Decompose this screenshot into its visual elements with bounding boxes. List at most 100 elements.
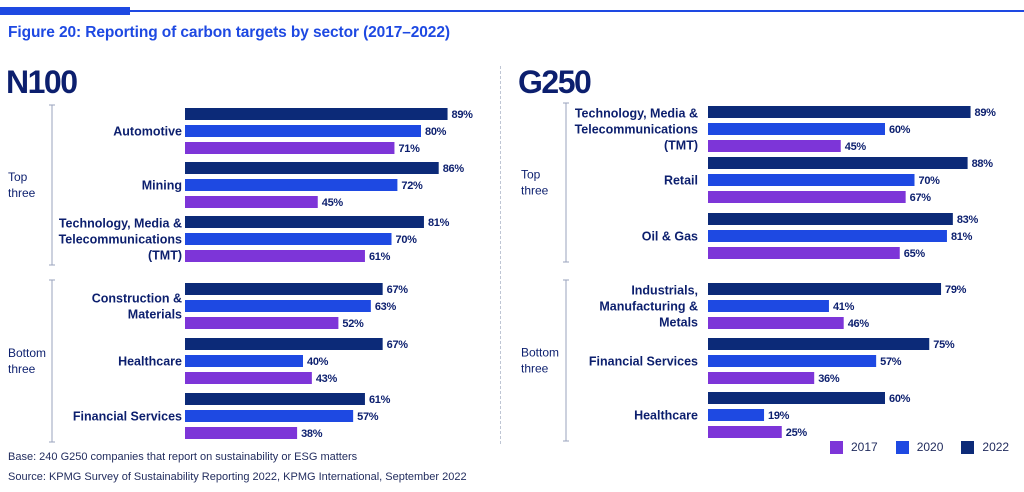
- n100-category-label-automotive: Automotive: [113, 125, 182, 139]
- g250-value-label-retail-2020: 70%: [919, 175, 941, 187]
- g250-bar-healthcare-2017: [708, 426, 782, 438]
- g250-category-label-retail: Retail: [664, 174, 698, 188]
- g250-bar-technology-media-telecommunications-tmt-2017: [708, 140, 841, 152]
- n100-value-label-healthcare-2017: 43%: [316, 373, 338, 385]
- n100-bar-mining-2020: [185, 179, 398, 191]
- n100-value-label-mining-2017: 45%: [322, 197, 344, 209]
- source-note: Source: KPMG Survey of Sustainability Re…: [8, 471, 467, 483]
- legend-swatch-2017: [830, 440, 843, 454]
- n100-value-label-construction-materials-2020: 63%: [375, 301, 397, 313]
- n100-bar-healthcare-2017: [185, 372, 312, 384]
- g250-value-label-healthcare-2022: 60%: [889, 393, 911, 405]
- legend-item-2022: 2022: [961, 440, 1009, 454]
- g250-value-label-oil-gas-2017: 65%: [904, 248, 926, 260]
- g250-bar-retail-2020: [708, 174, 915, 186]
- g250-value-label-financial-services-2020: 57%: [880, 356, 902, 368]
- n100-bar-automotive-2017: [185, 142, 395, 154]
- g250-bar-industrials-manufacturing-metals-2017: [708, 317, 844, 329]
- n100-bar-automotive-2022: [185, 108, 448, 120]
- n100-bar-mining-2022: [185, 162, 439, 174]
- n100-value-label-technology-media-telecommunications-tmt-2020: 70%: [396, 234, 418, 246]
- g250-category-label-industrials-manufacturing-metals: Industrials, Manufacturing & Metals: [599, 284, 698, 330]
- n100-bar-financial-services-2017: [185, 427, 298, 439]
- n100-category-label-technology-media-telecommunications-tmt: Technology, Media & Telecommunications (TM…: [59, 217, 182, 263]
- n100-bar-construction-materials-2020: [185, 300, 371, 312]
- g250-category-label-technology-media-telecommunications-tmt: Technology, Media & Telecommunications (TM…: [575, 107, 698, 153]
- g250-value-label-retail-2022: 88%: [972, 158, 994, 170]
- n100-value-label-automotive-2020: 80%: [425, 126, 447, 138]
- panel-divider: [500, 66, 501, 444]
- g250-bar-retail-2022: [708, 157, 968, 169]
- n100-bar-healthcare-2022: [185, 338, 383, 350]
- n100-bar-automotive-2020: [185, 125, 421, 137]
- g250-bar-technology-media-telecommunications-tmt-2020: [708, 123, 885, 135]
- g250-value-label-financial-services-2022: 75%: [933, 339, 955, 351]
- g250-value-label-industrials-manufacturing-metals-2017: 46%: [848, 318, 870, 330]
- legend-swatch-2022: [961, 440, 975, 454]
- g250-bar-industrials-manufacturing-metals-2020: [708, 300, 829, 312]
- g250-bar-financial-services-2020: [708, 355, 877, 367]
- n100-value-label-mining-2020: 72%: [401, 180, 423, 192]
- legend-label-2017: 2017: [851, 440, 878, 454]
- n100-value-label-technology-media-telecommunications-tmt-2022: 81%: [428, 217, 450, 229]
- g250-bar-healthcare-2020: [708, 409, 765, 421]
- n100-value-label-construction-materials-2022: 67%: [387, 284, 409, 296]
- n100-panel: N100 Top three Bottom three Automotive 89% 80% 7…: [6, 64, 474, 443]
- header-rule: [130, 10, 1024, 12]
- g250-category-label-oil-gas: Oil & Gas: [642, 230, 698, 244]
- g250-bar-healthcare-2022: [708, 392, 885, 404]
- n100-bar-mining-2017: [185, 196, 318, 208]
- legend-label-2020: 2020: [916, 440, 944, 454]
- n100-bar-technology-media-telecommunications-tmt-2017: [185, 250, 365, 262]
- g250-value-label-oil-gas-2022: 83%: [957, 214, 979, 226]
- n100-value-label-financial-services-2022: 61%: [369, 394, 391, 406]
- n100-value-label-financial-services-2020: 57%: [357, 411, 379, 423]
- g250-value-label-oil-gas-2020: 81%: [951, 231, 973, 243]
- n100-bar-construction-materials-2022: [185, 283, 383, 295]
- n100-value-label-mining-2022: 86%: [443, 163, 465, 175]
- g250-bar-financial-services-2017: [708, 372, 815, 384]
- figure-title: Figure 20: Reporting of carbon targets b…: [8, 24, 450, 41]
- legend-item-2017: 2017: [830, 440, 878, 454]
- n100-value-label-technology-media-telecommunications-tmt-2017: 61%: [369, 251, 391, 263]
- g250-value-label-technology-media-telecommunications-tmt-2017: 45%: [845, 141, 867, 153]
- g250-value-label-healthcare-2017: 25%: [786, 427, 808, 439]
- g250-value-label-technology-media-telecommunications-tmt-2022: 89%: [975, 107, 997, 119]
- g250-value-label-industrials-manufacturing-metals-2020: 41%: [833, 301, 855, 313]
- g250-bar-industrials-manufacturing-metals-2022: [708, 283, 942, 295]
- n100-bar-construction-materials-2017: [185, 317, 339, 329]
- g250-group-label-bottom-three: Bottom three: [521, 346, 559, 376]
- n100-value-label-financial-services-2017: 38%: [301, 428, 323, 440]
- g250-bar-retail-2017: [708, 191, 906, 203]
- n100-bar-healthcare-2020: [185, 355, 303, 367]
- g250-bar-technology-media-telecommunications-tmt-2022: [708, 106, 971, 118]
- n100-bar-technology-media-telecommunications-tmt-2020: [185, 233, 392, 245]
- g250-panel: G250 Top three Bottom three Technology, Media…: [518, 64, 997, 442]
- g250-bar-oil-gas-2017: [708, 247, 900, 259]
- n100-group-label-bottom-three: Bottom three: [8, 346, 46, 376]
- n100-category-label-healthcare: Healthcare: [118, 355, 182, 369]
- n100-bar-financial-services-2020: [185, 410, 354, 422]
- g250-value-label-technology-media-telecommunications-tmt-2020: 60%: [889, 124, 911, 136]
- n100-value-label-construction-materials-2017: 52%: [342, 318, 364, 330]
- n100-bar-technology-media-telecommunications-tmt-2022: [185, 216, 424, 228]
- legend-label-2022: 2022: [982, 440, 1010, 454]
- g250-category-label-financial-services: Financial Services: [589, 355, 698, 369]
- g250-bar-financial-services-2022: [708, 338, 930, 350]
- n100-category-label-construction-materials: Construction & Materials: [92, 292, 182, 322]
- n100-value-label-automotive-2022: 89%: [452, 109, 474, 121]
- n100-value-label-healthcare-2020: 40%: [307, 356, 329, 368]
- g250-value-label-industrials-manufacturing-metals-2022: 79%: [945, 284, 967, 296]
- g250-value-label-retail-2017: 67%: [910, 192, 932, 204]
- g250-bar-oil-gas-2022: [708, 213, 953, 225]
- n100-value-label-automotive-2017: 71%: [398, 143, 420, 155]
- g250-category-label-healthcare: Healthcare: [634, 409, 698, 423]
- legend-item-2020: 2020: [895, 440, 944, 454]
- base-note: Base: 240 G250 companies that report on …: [8, 451, 358, 463]
- n100-category-label-mining: Mining: [142, 179, 182, 193]
- n100-group-label-top-three: Top three: [8, 170, 36, 200]
- g250-group-label-top-three: Top three: [521, 168, 549, 198]
- n100-panel-title: N100: [6, 64, 77, 100]
- n100-category-label-financial-services: Financial Services: [73, 410, 182, 424]
